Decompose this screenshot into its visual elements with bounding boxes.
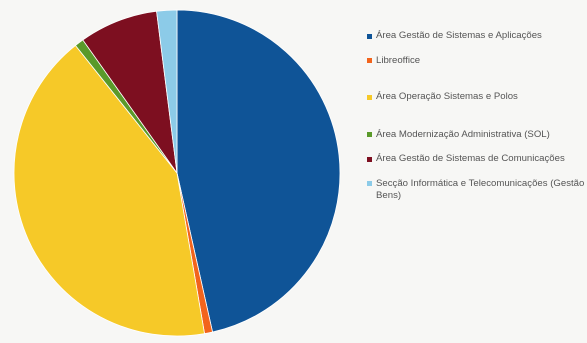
legend-swatch [367,94,372,100]
legend-item-modernizacao-administrativa: Área Modernização Administrativa (SOL) [367,129,585,142]
pie-slice-6 [156,9,178,174]
legend-item-gestao-sistemas-comunicacoes: Área Gestão de Sistemas de Comunicações [367,153,585,166]
legend-label: Libreoffice [376,54,421,66]
legend-item-operacao-sistemas-polos: Área Operação Sistemas e Polos [367,91,585,104]
legend-label: Área Operação Sistemas e Polos [376,91,518,102]
legend-item-gestao-sistemas-aplicacoes: Área Gestão de Sistemas e Aplicações [367,30,585,43]
legend-label: Área Gestão de Sistemas e Aplicações [376,30,542,41]
legend: Área Gestão de Sistemas e Aplicações Lib… [367,30,585,213]
legend-item-seccao-informatica-telecom: Secção Informática e Telecomunicações (G… [367,178,585,203]
legend-label: Secção Informática e Telecomunicações (G… [376,177,585,202]
legend-swatch [367,33,372,39]
pie-plot [13,9,341,337]
pie-slice-3 [13,44,205,337]
legend-label: Área Gestão de Sistemas de Comunicações [376,153,565,164]
legend-swatch [367,156,372,162]
legend-item-libreoffice: Libreoffice [367,55,585,68]
legend-swatch [367,58,372,63]
legend-swatch [367,181,372,186]
legend-label: Área Modernização Administrativa (SOL) [376,128,550,140]
legend-swatch [367,132,372,137]
pie-slice-1 [176,9,341,333]
